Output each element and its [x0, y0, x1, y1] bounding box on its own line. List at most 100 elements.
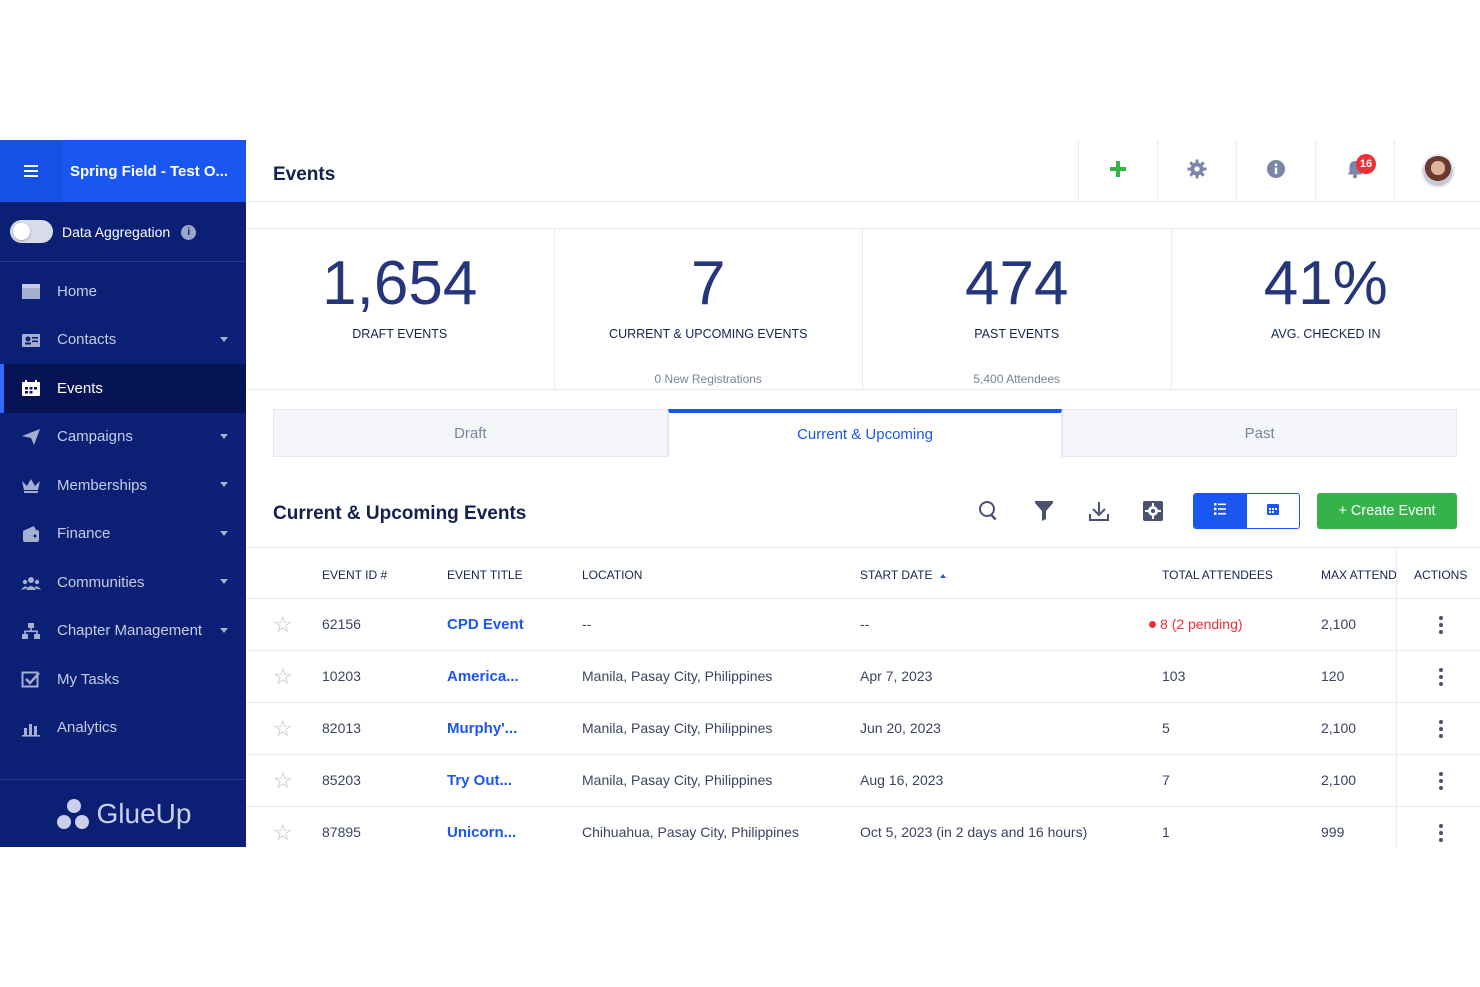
sidebar-item-events[interactable]: Events [0, 364, 246, 413]
data-aggregation-row: Data Aggregation i [0, 202, 246, 262]
sidebar-item-communities[interactable]: Communities [0, 558, 246, 607]
column-divider [1396, 755, 1397, 806]
events-table: EVENT ID # EVENT TITLE LOCATION START DA… [246, 547, 1480, 847]
home-icon [20, 280, 42, 302]
search-button[interactable] [974, 498, 1004, 528]
profile-button[interactable] [1394, 140, 1480, 202]
menu-icon[interactable] [0, 140, 62, 202]
sidebar-item-my-tasks[interactable]: My Tasks [0, 655, 246, 704]
event-max-attendees: 2,100 [1321, 772, 1357, 788]
filter-icon [1033, 500, 1055, 527]
event-tabs: Draft Current & Upcoming Past [273, 409, 1458, 457]
column-header-max-attendees[interactable]: MAX ATTEND [1321, 568, 1397, 582]
table-row[interactable]: ☆ 10203 America... Manila, Pasay City, P… [246, 651, 1480, 703]
column-divider [1396, 548, 1397, 598]
sidebar-item-label: Finance [57, 525, 111, 543]
sidebar-item-memberships[interactable]: Memberships [0, 461, 246, 510]
event-location: -- [582, 616, 592, 632]
more-actions-icon[interactable] [1438, 824, 1444, 842]
table-row[interactable]: ☆ 87895 Unicorn... Chihuahua, Pasay City… [246, 807, 1480, 847]
more-actions-icon[interactable] [1438, 772, 1444, 790]
info-icon[interactable]: i [181, 225, 197, 240]
chevron-down-icon [220, 482, 228, 487]
sidebar-nav: Home Contacts Events Campaigns [0, 262, 246, 752]
section-title: Current & Upcoming Events [273, 503, 527, 524]
more-actions-icon[interactable] [1438, 720, 1444, 738]
stat-draft-events[interactable]: 1,654 DRAFT EVENTS [246, 229, 555, 389]
column-header-event-title[interactable]: EVENT TITLE [447, 568, 523, 582]
sidebar-item-finance[interactable]: Finance [0, 510, 246, 559]
stat-current-upcoming-events[interactable]: 7 CURRENT & UPCOMING EVENTS 0 New Regist… [555, 229, 863, 389]
event-title-link[interactable]: Try Out... [447, 772, 513, 789]
stat-label: PAST EVENTS [974, 327, 1060, 341]
send-icon [20, 426, 42, 448]
column-header-total-attendees[interactable]: TOTAL ATTENDEES [1162, 568, 1273, 582]
calendar-view-button[interactable] [1247, 494, 1300, 528]
tab-draft[interactable]: Draft [273, 409, 668, 457]
column-header-start-date[interactable]: START DATE [860, 568, 947, 582]
column-header-location[interactable]: LOCATION [582, 568, 643, 582]
gear-icon [1187, 159, 1207, 184]
event-attendees[interactable]: 8 (2 pending) [1149, 616, 1243, 632]
hierarchy-icon [20, 620, 42, 642]
event-title-link[interactable]: Murphy'... [447, 720, 518, 737]
avatar [1420, 154, 1455, 188]
event-attendees[interactable]: 1 [1162, 824, 1170, 840]
column-header-actions: ACTIONS [1414, 568, 1468, 582]
org-name[interactable]: Spring Field - Test O... [70, 162, 229, 180]
event-id: 85203 [322, 772, 361, 788]
stat-past-events[interactable]: 474 PAST EVENTS 5,400 Attendees [863, 229, 1172, 389]
event-max-attendees: 999 [1321, 824, 1345, 840]
star-icon[interactable]: ☆ [273, 820, 293, 845]
calendar-icon [1266, 502, 1280, 521]
star-icon[interactable]: ☆ [273, 612, 293, 637]
star-icon[interactable]: ☆ [273, 664, 293, 689]
sidebar-item-analytics[interactable]: Analytics [0, 704, 246, 753]
table-row[interactable]: ☆ 82013 Murphy'... Manila, Pasay City, P… [246, 703, 1480, 755]
tab-current-upcoming[interactable]: Current & Upcoming [667, 409, 1063, 457]
settings-button[interactable] [1157, 140, 1236, 202]
more-actions-icon[interactable] [1438, 668, 1444, 686]
search-icon [978, 500, 1000, 527]
event-attendees[interactable]: 103 [1162, 668, 1186, 684]
sidebar-item-chapter-management[interactable]: Chapter Management [0, 607, 246, 656]
filter-button[interactable] [1029, 498, 1059, 528]
event-title-link[interactable]: America... [447, 668, 519, 685]
sidebar-item-label: Contacts [57, 331, 117, 349]
sidebar-item-home[interactable]: Home [0, 267, 246, 316]
table-row[interactable]: ☆ 85203 Try Out... Manila, Pasay City, P… [246, 755, 1480, 807]
contacts-icon [20, 329, 42, 351]
data-aggregation-toggle[interactable] [10, 220, 53, 243]
star-icon[interactable]: ☆ [273, 716, 293, 741]
crown-icon [20, 474, 42, 496]
event-id: 82013 [322, 720, 361, 736]
more-actions-icon[interactable] [1438, 616, 1444, 634]
notifications-button[interactable]: 16 [1315, 140, 1394, 202]
event-attendees[interactable]: 5 [1162, 720, 1170, 736]
stat-avg-checked-in[interactable]: 41% AVG. CHECKED IN [1172, 229, 1480, 389]
list-icon [1213, 502, 1227, 521]
stat-label: AVG. CHECKED IN [1270, 327, 1381, 341]
sidebar-item-contacts[interactable]: Contacts [0, 316, 246, 365]
event-title-link[interactable]: CPD Event [447, 616, 524, 633]
event-id: 87895 [322, 824, 361, 840]
download-button[interactable] [1084, 498, 1114, 528]
stat-value: 7 [691, 249, 726, 318]
stat-value: 474 [965, 249, 1069, 318]
table-row[interactable]: ☆ 62156 CPD Event -- -- 8 (2 pending) 2,… [246, 599, 1480, 651]
stat-subtext: 0 New Registrations [654, 372, 762, 386]
star-icon[interactable]: ☆ [273, 768, 293, 793]
sidebar-item-campaigns[interactable]: Campaigns [0, 413, 246, 462]
users-icon [20, 571, 42, 593]
column-settings-button[interactable] [1138, 498, 1168, 528]
event-attendees[interactable]: 7 [1162, 772, 1170, 788]
event-title-link[interactable]: Unicorn... [447, 824, 517, 841]
column-header-event-id[interactable]: EVENT ID # [322, 568, 388, 582]
tab-past[interactable]: Past [1062, 409, 1458, 457]
event-location: Chihuahua, Pasay City, Philippines [582, 824, 799, 840]
stat-label: DRAFT EVENTS [352, 327, 448, 341]
add-button[interactable] [1078, 140, 1157, 202]
list-view-button[interactable] [1194, 494, 1247, 528]
help-button[interactable] [1236, 140, 1315, 202]
create-event-button[interactable]: + Create Event [1317, 493, 1457, 529]
